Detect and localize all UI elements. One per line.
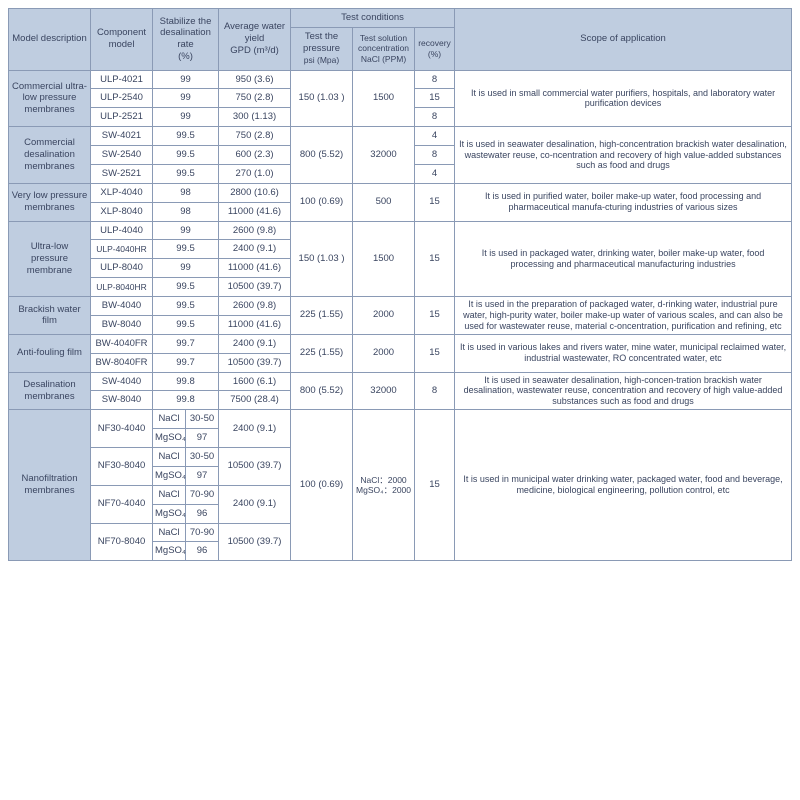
scope-cell: It is used in seawater desalination, hig… — [455, 127, 792, 184]
scope-cell: It is used in small commercial water pur… — [455, 70, 792, 127]
hdr-stabilize: Stabilize the desalination rate(%) — [153, 9, 219, 71]
hdr-model-desc: Model description — [9, 9, 91, 71]
model-desc-cell: Very low pressure membranes — [9, 183, 91, 221]
hdr-pressure: Test the pressurepsi (Mpa) — [291, 27, 353, 70]
scope-cell: It is used in packaged water, drinking w… — [455, 221, 792, 297]
hdr-scope: Scope of application — [455, 9, 792, 71]
scope-cell: It is used in purified water, boiler mak… — [455, 183, 792, 221]
model-desc-cell: Nanofiltration membranes — [9, 410, 91, 561]
scope-cell: It is used in the preparation of package… — [455, 297, 792, 335]
scope-cell: It is used in seawater desalination, hig… — [455, 372, 792, 410]
hdr-component: Component model — [91, 9, 153, 71]
table-row: Commercial ultra-low pressure membranes … — [9, 70, 792, 89]
model-desc-cell: Anti-fouling film — [9, 334, 91, 372]
hdr-recovery: recovery(%) — [415, 27, 455, 70]
table-row: Commercial desalination membranes SW-402… — [9, 127, 792, 146]
table-row: Desalination membranes SW-404099.81600 (… — [9, 372, 792, 391]
model-desc-cell: Commercial desalination membranes — [9, 127, 91, 184]
model-desc-cell: Brackish water film — [9, 297, 91, 335]
table-row: Nanofiltration membranes NF30-4040 NaCl3… — [9, 410, 792, 429]
membrane-spec-table: Model description Component model Stabil… — [8, 8, 792, 561]
scope-cell: It is used in various lakes and rivers w… — [455, 334, 792, 372]
table-row: Ultra-low pressure membrane ULP-40409926… — [9, 221, 792, 240]
scope-cell: It is used in municipal water drinking w… — [455, 410, 792, 561]
table-row: Very low pressure membranes XLP-40409828… — [9, 183, 792, 202]
table-row: Anti-fouling film BW-4040FR99.72400 (9.1… — [9, 334, 792, 353]
hdr-solution: Test solution concentrationNaCl (PPM) — [353, 27, 415, 70]
hdr-test-cond: Test conditions — [291, 9, 455, 28]
model-desc-cell: Commercial ultra-low pressure membranes — [9, 70, 91, 127]
hdr-avg-yield: Average water yieldGPD (m³/d) — [219, 9, 291, 71]
table-row: Brackish water film BW-404099.52600 (9.8… — [9, 297, 792, 316]
model-desc-cell: Ultra-low pressure membrane — [9, 221, 91, 297]
model-desc-cell: Desalination membranes — [9, 372, 91, 410]
